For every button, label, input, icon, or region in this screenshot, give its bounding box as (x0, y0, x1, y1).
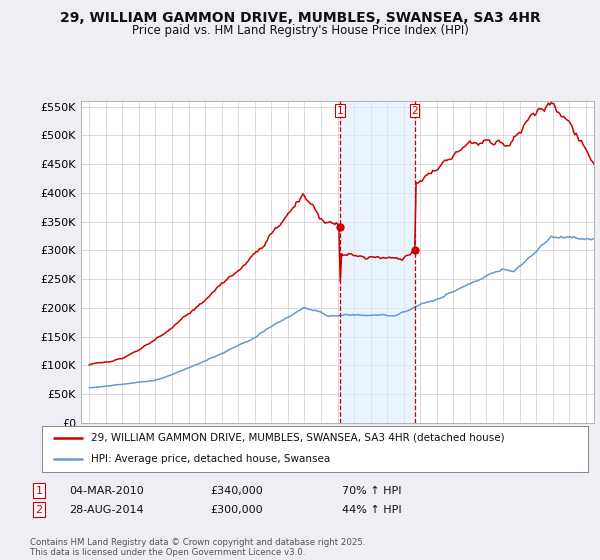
Text: 44% ↑ HPI: 44% ↑ HPI (342, 505, 401, 515)
Text: 2: 2 (412, 106, 418, 115)
Text: 29, WILLIAM GAMMON DRIVE, MUMBLES, SWANSEA, SA3 4HR: 29, WILLIAM GAMMON DRIVE, MUMBLES, SWANS… (59, 11, 541, 25)
Text: 70% ↑ HPI: 70% ↑ HPI (342, 486, 401, 496)
Text: £300,000: £300,000 (210, 505, 263, 515)
Text: Price paid vs. HM Land Registry's House Price Index (HPI): Price paid vs. HM Land Registry's House … (131, 24, 469, 36)
Text: Contains HM Land Registry data © Crown copyright and database right 2025.
This d: Contains HM Land Registry data © Crown c… (30, 538, 365, 557)
Bar (340, 101, 415, 423)
Text: 2: 2 (35, 505, 43, 515)
Text: 04-MAR-2010: 04-MAR-2010 (69, 486, 144, 496)
Text: 1: 1 (337, 106, 344, 115)
Text: 1: 1 (35, 486, 43, 496)
Text: HPI: Average price, detached house, Swansea: HPI: Average price, detached house, Swan… (91, 454, 331, 464)
Text: 28-AUG-2014: 28-AUG-2014 (69, 505, 143, 515)
Text: £340,000: £340,000 (210, 486, 263, 496)
Text: 29, WILLIAM GAMMON DRIVE, MUMBLES, SWANSEA, SA3 4HR (detached house): 29, WILLIAM GAMMON DRIVE, MUMBLES, SWANS… (91, 433, 505, 443)
